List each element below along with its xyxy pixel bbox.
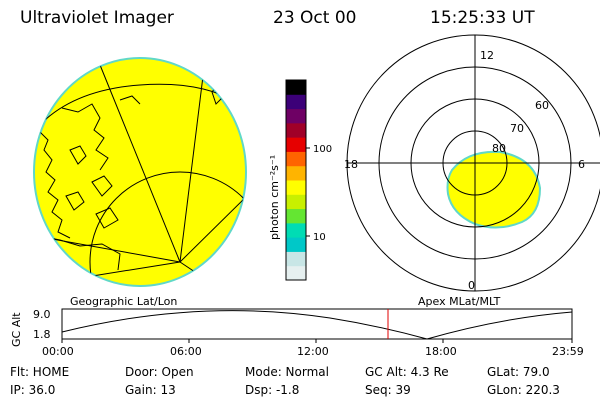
date-label: 23 Oct 00 <box>273 8 357 28</box>
flight-info: Flt: HOME <box>10 365 70 379</box>
geo-meridian <box>179 261 226 286</box>
color-bar-segment <box>286 165 306 181</box>
color-bar-segment <box>286 194 306 210</box>
polar-panel: 12 18 6 0 60 70 80 <box>344 34 600 292</box>
gc-alt-info: GC Alt: 4.3 Re <box>365 365 449 379</box>
mlt-label-18: 18 <box>344 158 358 171</box>
altitude-plot-frame <box>61 308 573 340</box>
mlat-label-70: 70 <box>510 122 524 135</box>
mlat-label-60: 60 <box>535 99 549 112</box>
seq-info: Seq: 39 <box>365 383 411 397</box>
x-tick-label: 18:00 <box>425 345 457 358</box>
x-tick-label: 23:59 <box>552 345 584 358</box>
mode-info: Mode: Normal <box>245 365 329 379</box>
geographic-panel-label: Geographic Lat/Lon <box>70 295 178 308</box>
color-bar-segment <box>286 108 306 124</box>
color-bar-frame <box>285 79 307 281</box>
mlt-label-0: 0 <box>468 279 475 292</box>
color-bar-segment <box>286 151 306 167</box>
color-bar <box>286 80 306 281</box>
door-info: Door: Open <box>125 365 194 379</box>
glon-info: GLon: 220.3 <box>487 383 560 397</box>
color-bar-segment <box>286 265 306 281</box>
color-bar-segment <box>286 237 306 252</box>
island-outline <box>91 175 113 197</box>
altitude-axis-label: GC Alt <box>10 312 23 347</box>
glat-info: GLat: 79.0 <box>487 365 550 379</box>
color-bar-segment <box>286 251 306 267</box>
geo-meridian <box>179 59 206 263</box>
mlt-label-6: 6 <box>578 158 585 171</box>
time-label: 15:25:33 UT <box>430 8 535 28</box>
apex-panel-label: Apex MLat/MLT <box>418 295 501 308</box>
coastline <box>119 95 141 105</box>
mlat-label-80: 80 <box>492 142 506 155</box>
color-bar-tick-label: 100 <box>313 144 332 155</box>
coastline <box>34 131 71 239</box>
app-title: Ultraviolet Imager <box>20 8 174 28</box>
geo-latitude-circle <box>89 171 246 286</box>
island-outline <box>65 191 85 211</box>
altitude-plot: GC Alt 9.0 1.8 <box>10 308 573 347</box>
color-bar-segment <box>286 208 306 224</box>
color-bar-unit-label: photon cm⁻²s⁻¹ <box>268 155 281 240</box>
geo-meridian <box>97 59 181 263</box>
coastline <box>61 103 109 171</box>
island-outline <box>69 145 87 165</box>
mlt-label-12: 12 <box>480 49 494 62</box>
x-tick-label: 00:00 <box>42 345 74 358</box>
altitude-curve <box>61 310 573 340</box>
color-bar-tick-label: 10 <box>313 232 326 243</box>
ip-info: IP: 36.0 <box>10 383 56 397</box>
island-outline <box>95 207 119 229</box>
y-tick-label: 9.0 <box>33 308 51 321</box>
geo-meridian <box>179 194 246 263</box>
dsp-info: Dsp: -1.8 <box>245 383 300 397</box>
color-bar-segment <box>286 180 306 195</box>
geo-image-disk <box>33 57 247 287</box>
color-bar-segment <box>286 222 306 238</box>
x-tick-label: 12:00 <box>297 345 329 358</box>
color-bar-segment <box>286 94 306 110</box>
geographic-panel <box>33 57 247 287</box>
color-bar-segment <box>286 137 306 152</box>
color-bar-segment <box>286 122 306 138</box>
x-tick-label: 06:00 <box>170 345 202 358</box>
gain-info: Gain: 13 <box>125 383 176 397</box>
polar-aurora-region <box>446 150 542 229</box>
color-bar-segment <box>286 80 306 95</box>
coastline <box>39 235 121 271</box>
y-tick-label: 1.8 <box>33 328 51 341</box>
